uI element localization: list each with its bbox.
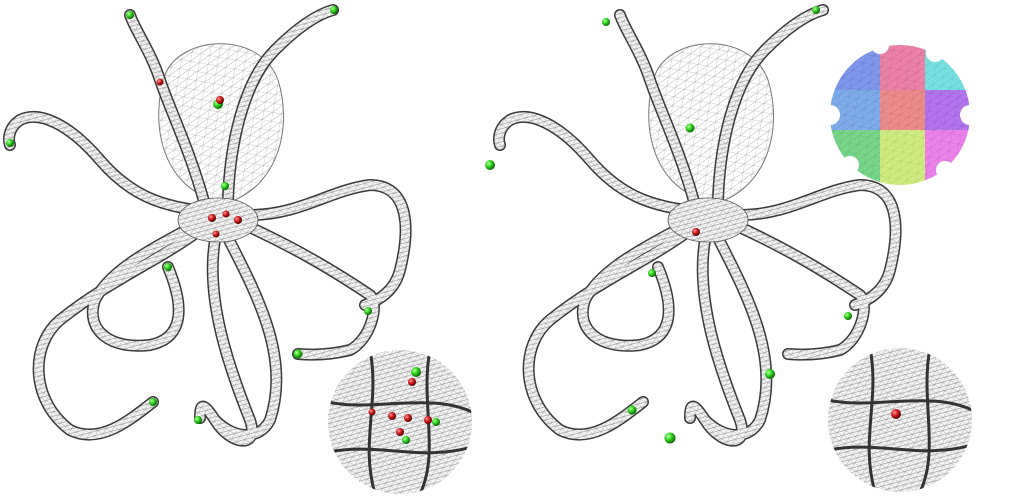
inset-left	[328, 350, 472, 494]
markers-right	[485, 6, 852, 444]
octopus-mesh-right	[499, 10, 896, 441]
markers-left	[6, 6, 372, 424]
inset-right	[828, 348, 972, 492]
parameterization-disc	[820, 36, 980, 185]
